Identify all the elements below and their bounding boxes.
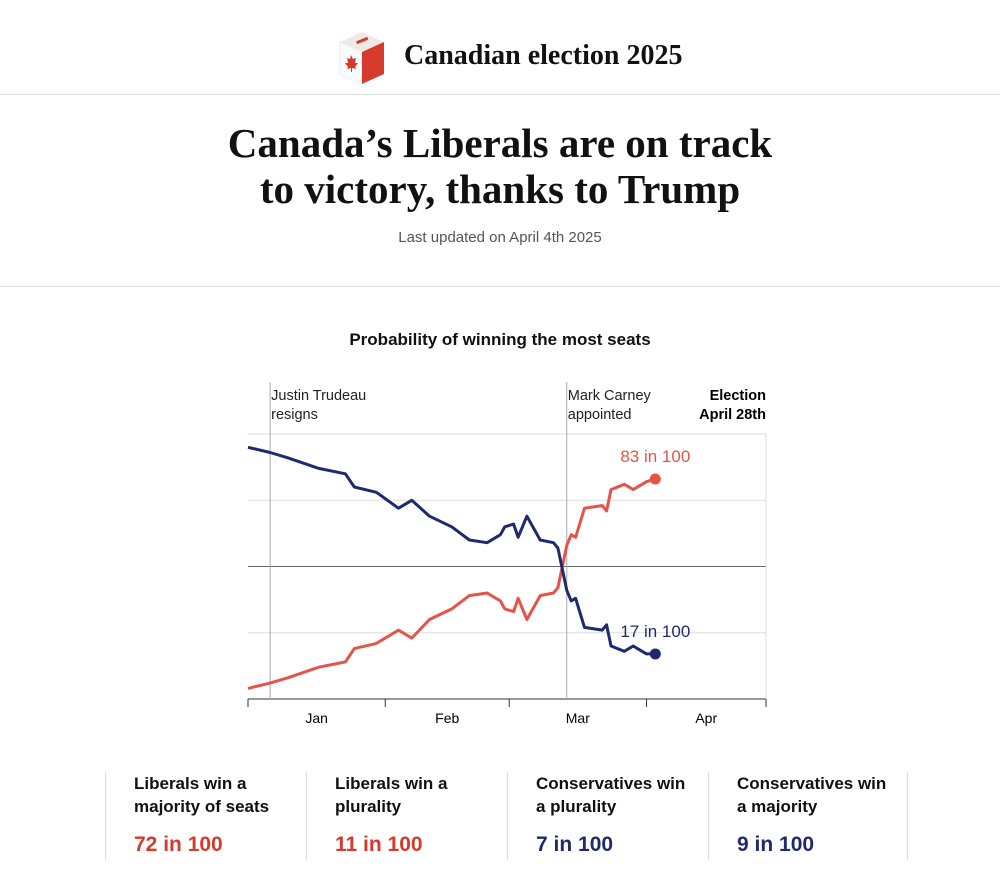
annotation-text: Mark Carney <box>568 388 652 404</box>
headline-line: to victory, thanks to Trump <box>259 166 741 212</box>
site-title: Canadian election 2025 <box>404 40 683 71</box>
series-line <box>247 445 656 656</box>
outcome-label: Liberals win a <box>134 774 247 793</box>
end-label: 83 in 100 <box>620 447 690 466</box>
end-dot <box>649 648 661 660</box>
x-tick-label: Apr <box>695 710 717 726</box>
divider <box>0 94 1000 95</box>
outcome-label: Conservatives win <box>737 774 887 793</box>
outcome-label: majority of seats <box>134 797 270 816</box>
series-line <box>247 477 656 690</box>
election-note: April 28th <box>699 407 766 423</box>
outcome-label: plurality <box>335 797 402 816</box>
x-tick-label: Mar <box>566 710 590 726</box>
outcome-value: 7 in 100 <box>536 833 614 856</box>
outcome-label: Liberals win a <box>335 774 448 793</box>
election-note: Election <box>710 388 766 404</box>
chart: Justin Trudeau resigns Mark Carney appointe… <box>247 382 767 726</box>
annotation-text: appointed <box>568 407 632 423</box>
outcome-label: a majority <box>737 797 818 816</box>
annotation-text: resigns <box>271 407 318 423</box>
annotation-text: Justin Trudeau <box>271 388 366 404</box>
headline: Canada’s Liberals are on track to victor… <box>0 120 1000 212</box>
end-dot <box>649 473 661 485</box>
headline-line: Canada’s Liberals are on track <box>227 120 773 166</box>
ballot-icon <box>339 32 384 85</box>
outcome-card: Conservatives win a majority 9 in 100 <box>708 772 908 860</box>
outcome-value: 11 in 100 <box>335 833 423 856</box>
chart-title: Probability of winning the most seats <box>349 330 651 349</box>
outcome-label: a plurality <box>536 797 617 816</box>
outcome-card: Liberals win a majority of seats 72 in 100 <box>105 772 305 860</box>
outcome-label: Conservatives win <box>536 774 686 793</box>
outcome-value: 9 in 100 <box>737 833 815 856</box>
end-label: 17 in 100 <box>620 622 690 641</box>
outcome-value: 72 in 100 <box>134 833 223 856</box>
outcome-card: Liberals win a plurality 11 in 100 <box>306 772 506 860</box>
x-tick-label: Feb <box>435 710 459 726</box>
x-tick-label: Jan <box>305 710 328 726</box>
divider <box>0 286 1000 287</box>
outcome-card: Conservatives win a plurality 7 in 100 <box>507 772 707 860</box>
updated-note: Last updated on April 4th 2025 <box>398 229 602 246</box>
